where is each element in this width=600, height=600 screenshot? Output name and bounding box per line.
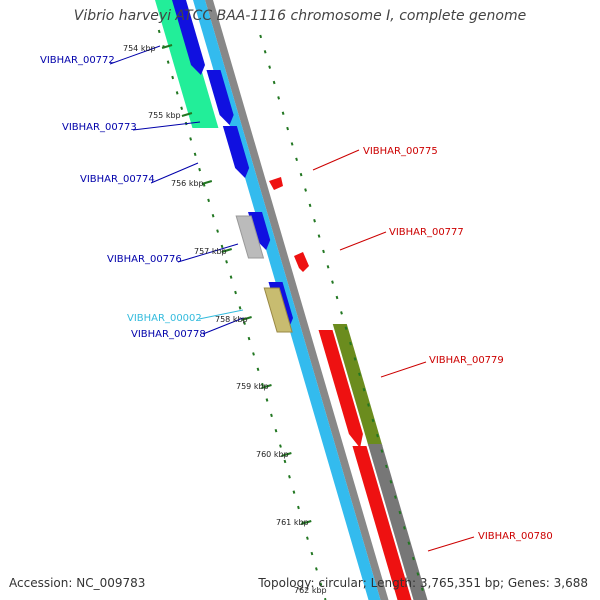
right-dotted-guide [259, 34, 427, 600]
tick-label-756: 756 kbp [171, 179, 204, 188]
kbp-tick-3 [221, 248, 232, 253]
accession-text: Accession: NC_009783 [9, 576, 146, 590]
gene-label-vibhar-00775[interactable]: VIBHAR_00775 [363, 146, 438, 157]
leader-line-0 [109, 45, 161, 65]
leader-line-5 [202, 317, 244, 335]
tick-label-755: 755 kbp [148, 111, 181, 120]
tick-label-754: 754 kbp [123, 44, 156, 53]
leader-line-4 [198, 309, 244, 320]
tick-label-758: 758 kbp [215, 315, 248, 324]
gene-vibhar-00775-arrow [269, 177, 283, 190]
leader-line-1 [132, 121, 201, 131]
gene-label-vibhar-00773[interactable]: VIBHAR_00773 [62, 122, 137, 133]
olive-gene-band [332, 324, 383, 446]
gene-vibhar-00002-block [263, 287, 293, 333]
left-dotted-guide [157, 29, 327, 600]
leader-line-7 [339, 231, 387, 251]
tick-label-761: 761 kbp [276, 518, 309, 527]
leader-line-8 [380, 361, 427, 378]
kbp-tick-4 [241, 316, 252, 321]
leader-line-2 [150, 162, 199, 184]
gene-label-vibhar-00778[interactable]: VIBHAR_00778 [131, 329, 206, 340]
topology-text: Topology: circular; Length: 3,765,351 bp… [258, 576, 588, 590]
gray-backbone-track [205, 0, 389, 600]
tick-label-762: 762 kbp [294, 586, 327, 595]
gene-vibhar-00772-arrow [171, 0, 206, 75]
leader-line-9 [427, 536, 475, 552]
gene-label-vibhar-00777[interactable]: VIBHAR_00777 [389, 227, 464, 238]
tick-label-757: 757 kbp [194, 247, 227, 256]
gene-label-vibhar-00772[interactable]: VIBHAR_00772 [40, 55, 115, 66]
gene-label-vibhar-00779[interactable]: VIBHAR_00779 [429, 355, 504, 366]
gene-label-vibhar-00776[interactable]: VIBHAR_00776 [107, 254, 182, 265]
gene-vibhar-00780-band [352, 446, 412, 600]
kbp-tick-6 [281, 452, 292, 457]
gene-vibhar-00776-block [235, 215, 265, 259]
kbp-tick-2 [201, 180, 213, 185]
kbp-tick-5 [261, 384, 272, 389]
leader-line-6 [312, 149, 360, 171]
gene-label-vibhar-00780[interactable]: VIBHAR_00780 [478, 531, 553, 542]
leader-line-3 [177, 243, 239, 263]
gene-vibhar-00774-arrow [222, 126, 250, 178]
gene-vibhar-00779-arrow [318, 330, 363, 448]
gene-vibhar-00776-arrow [248, 212, 271, 250]
kbp-tick-7 [300, 520, 312, 525]
dark-gray-gene-band [367, 444, 428, 600]
gene-vibhar-00772-block [154, 0, 219, 128]
tick-label-760: 760 kbp [256, 450, 289, 459]
gene-vibhar-00773-arrow [206, 70, 234, 125]
kbp-tick-0 [161, 44, 173, 49]
gene-vibhar-00777-arrow [294, 252, 309, 272]
gene-label-vibhar-00002[interactable]: VIBHAR_00002 [127, 313, 202, 324]
tick-label-759: 759 kbp [236, 382, 269, 391]
gene-label-vibhar-00774[interactable]: VIBHAR_00774 [80, 174, 155, 185]
kbp-tick-1 [181, 112, 193, 117]
map-title: Vibrio harveyi ATCC BAA-1116 chromosome … [73, 8, 527, 24]
